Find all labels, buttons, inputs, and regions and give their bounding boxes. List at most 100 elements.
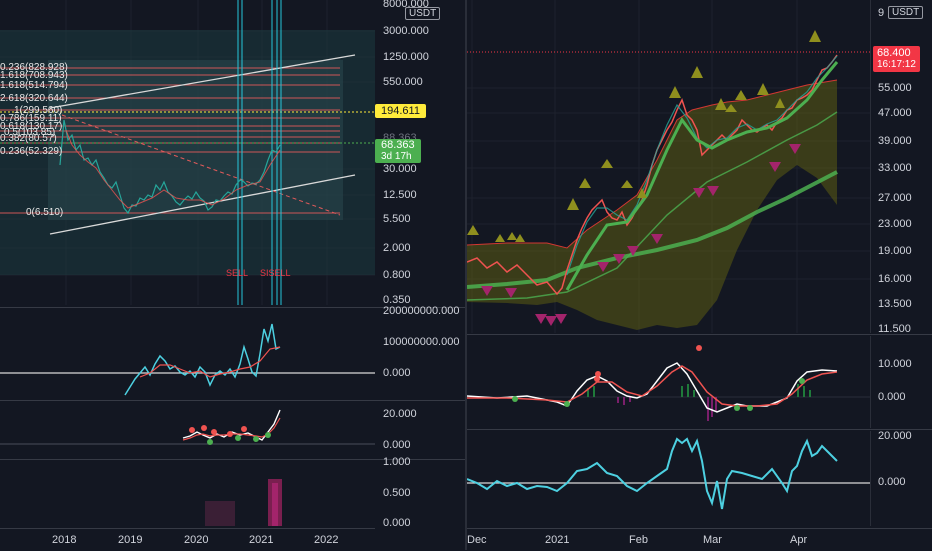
fib-label: 0.5(103.85) bbox=[4, 127, 56, 138]
short-ma bbox=[565, 61, 839, 291]
highlight-price-badge: 194.611 bbox=[375, 104, 426, 118]
time-label: 2019 bbox=[118, 534, 143, 546]
left-main-pane[interactable]: 0.236(828.928) 1.618(708.943) 1.618(514.… bbox=[0, 0, 375, 305]
price-tick: 39.000 bbox=[878, 135, 912, 147]
macd-tick: 10.000 bbox=[878, 358, 912, 370]
volume-tick: 200000000.000 bbox=[383, 305, 460, 317]
sell-triangles bbox=[481, 144, 801, 326]
third-scale[interactable]: 1.000 0.500 0.000 bbox=[375, 456, 465, 529]
oscillator-scale[interactable]: 20.000 0.000 bbox=[375, 402, 465, 458]
time-label: Feb bbox=[629, 534, 648, 546]
right-oscillator-pane[interactable] bbox=[467, 431, 870, 526]
fib-label: 2.618(320.644) bbox=[0, 93, 68, 104]
right-macd-pane[interactable] bbox=[467, 336, 870, 428]
pane-separator[interactable] bbox=[0, 459, 465, 460]
time-label: 2020 bbox=[184, 534, 209, 546]
right-price-series bbox=[467, 54, 838, 296]
chart-split-divider[interactable] bbox=[465, 0, 467, 550]
price-tick: 13.500 bbox=[878, 298, 912, 310]
third-indicator-chart bbox=[205, 479, 282, 526]
price-tick: 30.000 bbox=[383, 163, 417, 175]
price-tick: 11.500 bbox=[878, 323, 911, 335]
price-tick: 47.000 bbox=[878, 107, 912, 119]
price-tick: 550.000 bbox=[383, 76, 423, 88]
fib-label: 1(299.560) bbox=[14, 105, 63, 116]
third-tick: 0.000 bbox=[383, 517, 411, 529]
price-tick: 33.000 bbox=[878, 162, 912, 174]
volume-tick: 100000000.000 bbox=[383, 336, 460, 348]
fib-label: 0.786(159.11) bbox=[0, 113, 62, 124]
oscillator-chart bbox=[0, 409, 375, 445]
time-label: 2022 bbox=[314, 534, 339, 546]
price-tick: 27.000 bbox=[878, 192, 912, 204]
fib-label: 0(6.510) bbox=[26, 207, 64, 218]
macd-scale[interactable]: 10.000 0.000 bbox=[870, 336, 932, 428]
price-tick: 5.500 bbox=[383, 213, 411, 225]
volume-scale[interactable]: 200000000.000 100000000.000 0.000 bbox=[375, 305, 465, 399]
right-price-scale[interactable]: 9 USDT 68.400 16:17:12 55.000 47.000 39.… bbox=[870, 0, 932, 335]
price-tick: 8000.000 bbox=[383, 0, 429, 10]
time-label: Apr bbox=[790, 534, 808, 546]
price-tick: 55.000 bbox=[878, 82, 912, 94]
currency-unit[interactable]: USDT bbox=[888, 6, 924, 19]
right-oscillator-chart bbox=[467, 437, 870, 510]
sell-signal: SELL bbox=[226, 268, 249, 278]
channel-top bbox=[49, 54, 356, 109]
volume-tick: 0.000 bbox=[383, 367, 411, 379]
left-price-scale[interactable]: 8000.000 USDT 3000.000 1250.000 550.000 … bbox=[375, 0, 465, 306]
buy-triangles bbox=[467, 30, 821, 242]
current-price-badge: 68.400 16:17:12 bbox=[873, 46, 920, 72]
fib-label: 0.236(828.928) bbox=[0, 62, 68, 73]
fib-label: 0.382(80.57) bbox=[0, 133, 57, 144]
current-countdown: 3d 17h bbox=[381, 151, 412, 162]
price-tick: 0.350 bbox=[383, 294, 411, 306]
oscillator-tick: 20.000 bbox=[878, 430, 912, 442]
oscillator-tick: 0.000 bbox=[878, 476, 906, 488]
pane-separator[interactable] bbox=[0, 400, 465, 401]
macd-tick: 0.000 bbox=[878, 391, 906, 403]
left-oscillator-pane[interactable] bbox=[0, 402, 375, 458]
fib-label: 0.236(52.329) bbox=[0, 146, 63, 157]
trend-dashed bbox=[61, 114, 341, 216]
right-main-pane[interactable] bbox=[467, 0, 870, 333]
price-tick: 12.500 bbox=[383, 189, 417, 201]
left-third-pane[interactable] bbox=[0, 461, 375, 526]
price-tick: 23.000 bbox=[878, 218, 912, 230]
currency-unit[interactable]: USDT bbox=[405, 7, 441, 20]
time-label: 2021 bbox=[545, 534, 570, 546]
macd-chart bbox=[467, 345, 870, 421]
long-ma bbox=[467, 170, 838, 289]
current-price-value: 68.400 bbox=[877, 47, 911, 59]
sell-signal: SISELL bbox=[260, 268, 291, 278]
unit-value: 9 bbox=[878, 7, 885, 19]
third-tick: 1.000 bbox=[383, 456, 411, 468]
price-tick: 16.000 bbox=[878, 273, 912, 285]
price-tick: 0.800 bbox=[383, 269, 411, 281]
pane-separator[interactable] bbox=[467, 334, 932, 335]
fib-label: 0.618(130.17) bbox=[0, 121, 63, 132]
pane-separator[interactable] bbox=[0, 307, 465, 308]
price-tick: 19.000 bbox=[878, 245, 912, 257]
fib-label: 1.618(708.943) bbox=[0, 70, 68, 81]
volume-chart bbox=[0, 323, 375, 396]
time-label: Dec bbox=[467, 534, 487, 546]
fib-label: 1.618(514.794) bbox=[0, 80, 68, 91]
price-tick: 3000.000 bbox=[383, 25, 429, 37]
left-time-axis[interactable]: 2018 2019 2020 2021 2022 bbox=[0, 528, 375, 551]
time-label: 2021 bbox=[249, 534, 274, 546]
left-price-chart[interactable] bbox=[0, 0, 375, 305]
time-label: 2018 bbox=[52, 534, 77, 546]
pane-separator[interactable] bbox=[467, 429, 932, 430]
channel-bottom bbox=[49, 174, 356, 235]
fib-lines bbox=[0, 67, 340, 214]
current-price-badge: 68.363 3d 17h bbox=[375, 139, 421, 163]
band-fill bbox=[467, 80, 837, 330]
right-osc-scale[interactable]: 20.000 0.000 bbox=[870, 430, 932, 526]
fib-zone bbox=[48, 60, 343, 220]
current-price-value: 68.363 bbox=[381, 139, 415, 151]
right-price-chart[interactable] bbox=[467, 0, 870, 333]
right-time-axis[interactable]: Dec 2021 Feb Mar Apr bbox=[467, 528, 932, 551]
price-tick: 1250.000 bbox=[383, 51, 429, 63]
oscillator-tick: 0.000 bbox=[383, 439, 411, 451]
left-volume-pane[interactable] bbox=[0, 309, 375, 399]
